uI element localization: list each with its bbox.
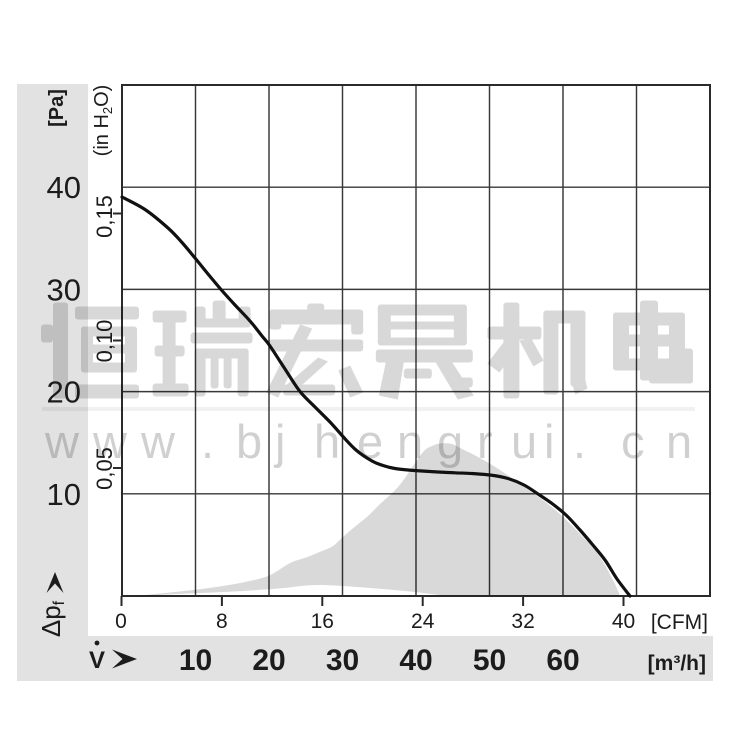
svg-text:(in H2O): (in H2O) <box>91 85 115 157</box>
svg-text:w: w <box>140 415 176 468</box>
svg-text:30: 30 <box>326 644 359 677</box>
svg-text:[m³/h]: [m³/h] <box>648 652 706 675</box>
svg-text:.: . <box>573 415 586 468</box>
svg-text:60: 60 <box>546 644 579 677</box>
svg-text:32: 32 <box>511 610 534 633</box>
svg-text:n: n <box>666 415 692 468</box>
svg-text:40: 40 <box>47 170 81 205</box>
svg-text:i: i <box>544 415 554 468</box>
svg-text:50: 50 <box>473 644 506 677</box>
svg-text:20: 20 <box>47 375 81 410</box>
svg-text:10: 10 <box>179 644 212 677</box>
svg-text:0,05: 0,05 <box>92 447 117 490</box>
svg-text:[Pa]: [Pa] <box>46 89 68 127</box>
svg-text:40: 40 <box>399 644 432 677</box>
svg-text:u: u <box>511 415 537 468</box>
svg-text:w: w <box>44 415 80 468</box>
svg-text:0: 0 <box>115 610 127 633</box>
svg-text:r: r <box>477 415 493 468</box>
svg-text:0,10: 0,10 <box>92 320 117 363</box>
svg-text:40: 40 <box>612 610 635 633</box>
svg-text:V: V <box>89 647 105 674</box>
svg-text:20: 20 <box>252 644 285 677</box>
svg-text:g: g <box>437 415 463 468</box>
svg-text:w: w <box>92 415 128 468</box>
svg-text:Δpf: Δpf <box>36 600 68 637</box>
svg-text:30: 30 <box>47 272 81 307</box>
svg-text:h: h <box>314 415 340 468</box>
svg-text:[CFM]: [CFM] <box>651 611 708 634</box>
svg-text:8: 8 <box>216 610 228 633</box>
svg-text:c: c <box>621 415 645 468</box>
svg-text:.: . <box>201 415 214 468</box>
svg-text:b: b <box>236 415 262 468</box>
svg-text:24: 24 <box>411 610 435 633</box>
svg-text:0,15: 0,15 <box>92 195 117 238</box>
svg-text:j: j <box>273 415 285 468</box>
svg-text:n: n <box>397 415 423 468</box>
svg-text:10: 10 <box>47 477 81 512</box>
svg-text:16: 16 <box>311 610 334 633</box>
